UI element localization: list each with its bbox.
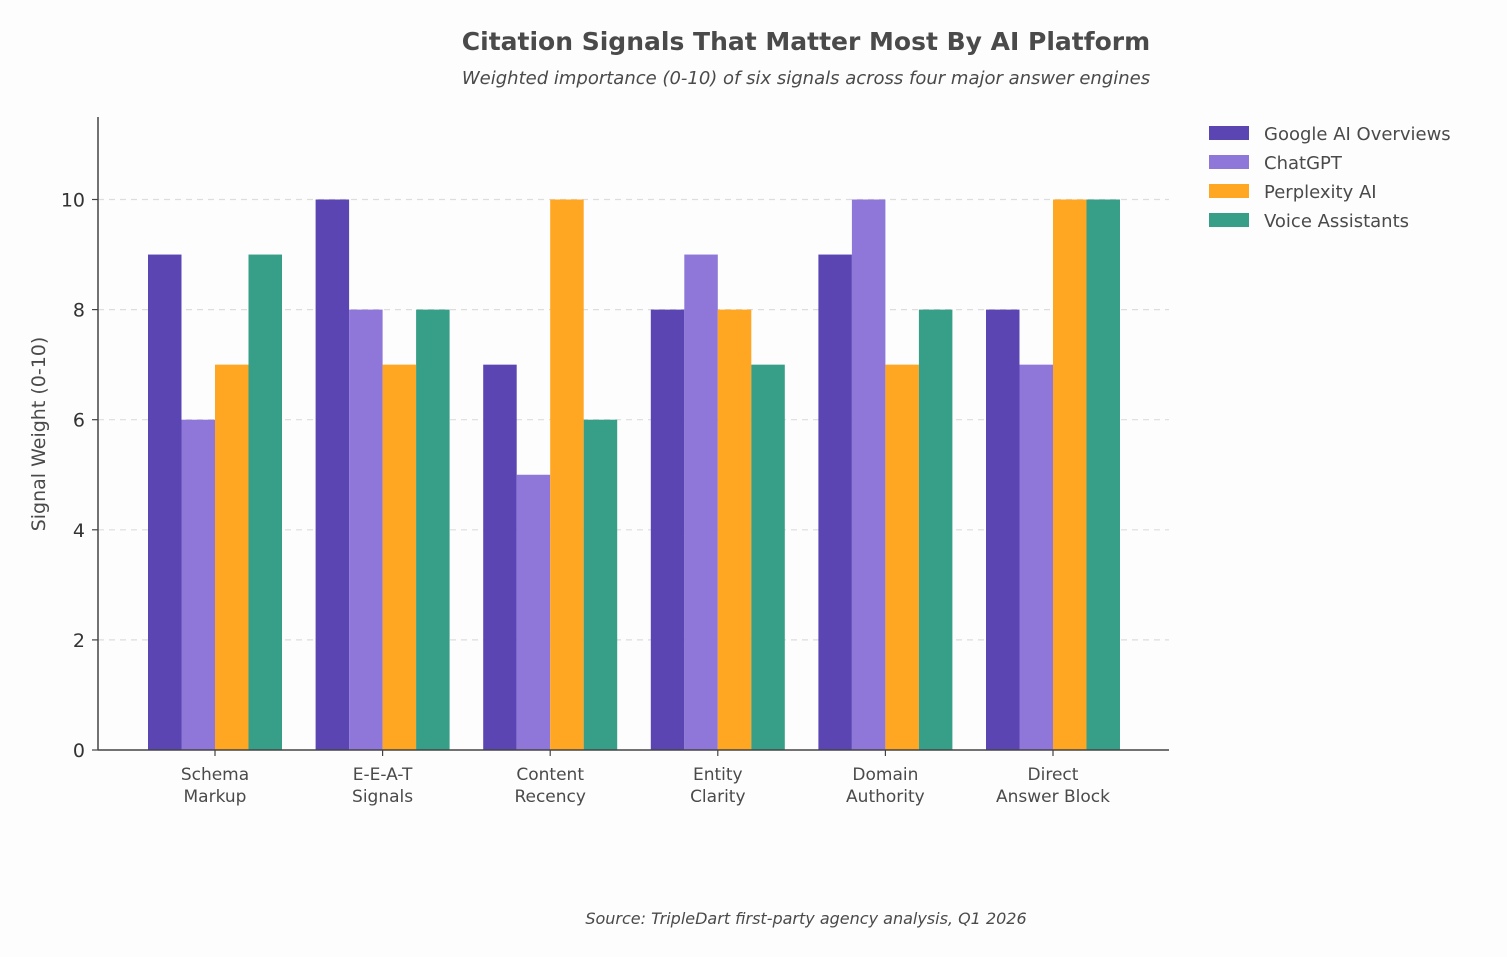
bar-google-ai-overviews-3: [650, 309, 685, 750]
bar-google-ai-overviews-0: [148, 254, 182, 751]
chart-title: Citation Signals That Matter Most By AI …: [462, 27, 1150, 56]
source-note: Source: TripleDart first-party agency an…: [585, 909, 1026, 928]
x-tick-label: E-E-A-T: [353, 765, 413, 785]
bar-perplexity-ai-5: [1053, 199, 1087, 750]
bars: [148, 199, 1120, 751]
x-tick-label: Domain: [852, 765, 918, 785]
y-tick-label: 4: [73, 520, 85, 542]
bar-voice-assistants-1: [416, 309, 450, 750]
bar-chatgpt-0: [181, 419, 215, 750]
bar-google-ai-overviews-5: [986, 309, 1020, 750]
x-tick-label: Markup: [184, 787, 247, 807]
bar-google-ai-overviews-1: [315, 199, 350, 750]
x-tick-label: Content: [516, 765, 584, 785]
x-tick-label: Entity: [693, 765, 743, 785]
y-tick-label: 2: [73, 630, 85, 652]
bar-voice-assistants-4: [918, 309, 953, 750]
bar-google-ai-overviews-2: [483, 364, 517, 750]
x-tick-label: Direct: [1028, 765, 1079, 785]
legend: Google AI Overviews ChatGPT Perplexity AI V…: [1209, 124, 1451, 232]
legend-label: Perplexity AI: [1264, 182, 1377, 203]
bar-perplexity-ai-3: [717, 309, 752, 750]
y-ticks: 0 2 4 6 8 10: [61, 190, 98, 762]
axes: [97, 117, 1169, 751]
x-tick-label: Signals: [352, 787, 413, 807]
legend-swatch: [1209, 155, 1249, 169]
x-tick-label: Answer Block: [996, 787, 1110, 807]
bar-voice-assistants-3: [751, 364, 785, 750]
bar-voice-assistants-2: [583, 419, 618, 750]
bar-voice-assistants-0: [248, 254, 282, 751]
bar-chatgpt-4: [851, 199, 886, 750]
legend-label: Google AI Overviews: [1264, 124, 1451, 145]
y-tick-label: 0: [73, 740, 85, 762]
x-tick-label: Clarity: [690, 787, 745, 807]
bar-chatgpt-5: [1019, 364, 1053, 750]
legend-swatch: [1209, 184, 1249, 198]
bar-chatgpt-1: [349, 309, 383, 750]
legend-label: ChatGPT: [1264, 153, 1343, 174]
chart-subtitle: Weighted importance (0-10) of six signal…: [462, 68, 1150, 89]
y-tick-label: 8: [73, 300, 85, 322]
bar-chatgpt-3: [684, 254, 718, 751]
bar-perplexity-ai-1: [382, 364, 417, 750]
x-tick-label: Authority: [846, 787, 925, 807]
y-tick-label: 10: [61, 190, 85, 212]
bar-perplexity-ai-0: [215, 364, 249, 750]
legend-label: Voice Assistants: [1264, 211, 1409, 232]
legend-swatch: [1209, 126, 1249, 140]
y-tick-label: 6: [73, 410, 85, 432]
bar-perplexity-ai-4: [885, 364, 919, 750]
legend-swatch: [1209, 213, 1249, 227]
x-tick-label: Recency: [514, 787, 586, 807]
y-axis-label: Signal Weight (0-10): [28, 337, 50, 532]
bar-perplexity-ai-2: [550, 199, 584, 750]
bar-google-ai-overviews-4: [818, 254, 852, 751]
bar-voice-assistants-5: [1086, 199, 1120, 750]
x-tick-label: Schema: [181, 765, 249, 785]
bar-chatgpt-2: [516, 474, 551, 750]
